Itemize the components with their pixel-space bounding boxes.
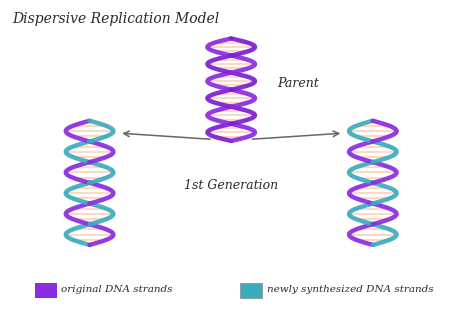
Text: original DNA strands: original DNA strands	[61, 285, 173, 295]
Bar	[240, 283, 262, 298]
Text: Dispersive Replication Model: Dispersive Replication Model	[12, 12, 219, 26]
Text: 1st Generation: 1st Generation	[184, 179, 278, 192]
Text: Parent: Parent	[277, 77, 319, 90]
Bar	[35, 283, 57, 298]
Text: newly synthesized DNA strands: newly synthesized DNA strands	[267, 285, 433, 295]
